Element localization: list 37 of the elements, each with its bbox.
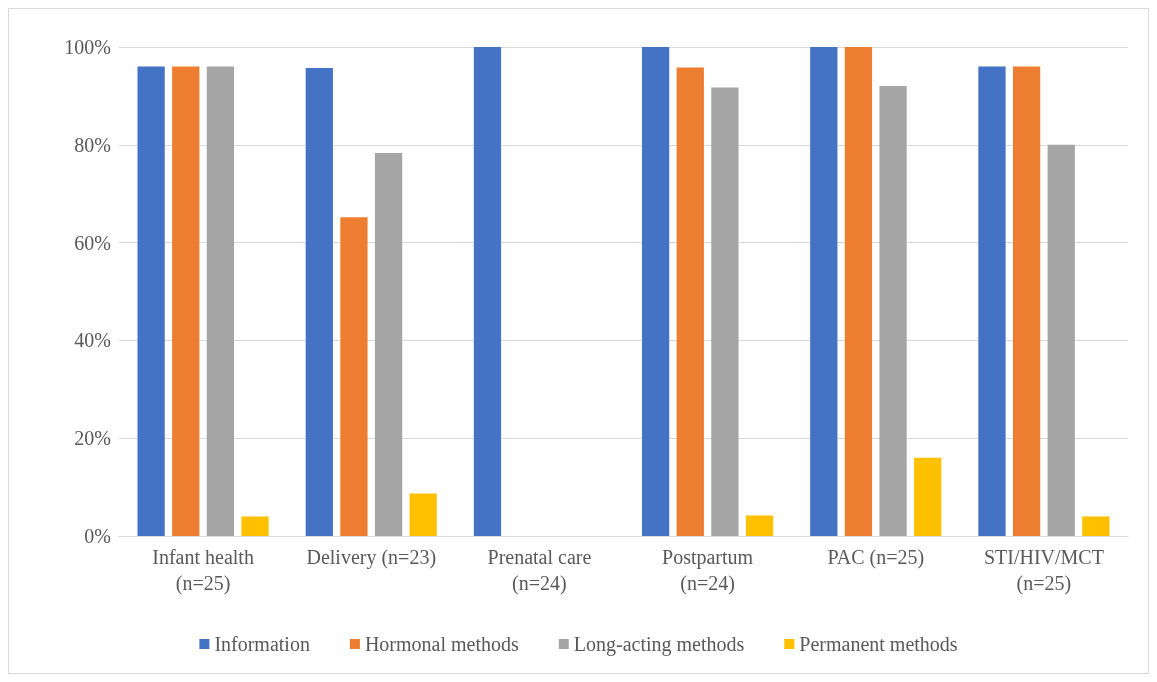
bar	[810, 47, 838, 536]
bar	[241, 516, 269, 536]
y-tick-label: 40%	[74, 329, 111, 352]
bar	[914, 457, 942, 536]
bar	[978, 66, 1006, 536]
y-tick-label: 60%	[74, 231, 111, 254]
bar	[374, 153, 403, 536]
bar	[206, 66, 235, 536]
bar	[879, 86, 907, 536]
x-tick-label: Prenatal care (n=24)	[487, 546, 592, 595]
bar	[711, 87, 739, 536]
bar	[172, 66, 200, 536]
bar	[1047, 144, 1075, 536]
x-tick-label: STI/HIV/MCT (n=25)	[983, 546, 1104, 595]
bar	[676, 67, 704, 536]
y-tick-label: 20%	[74, 427, 111, 450]
legend-label: Information	[214, 633, 310, 655]
bar	[745, 515, 774, 536]
bar	[844, 47, 873, 536]
legend-label: Hormonal methods	[364, 633, 519, 655]
bar	[473, 47, 502, 536]
bar	[1082, 516, 1110, 536]
bar	[1012, 66, 1041, 536]
bar	[642, 47, 670, 536]
legend-label: Long-acting methods	[573, 633, 745, 656]
x-tick-label: Delivery (n=23)	[306, 546, 437, 569]
legend-label: Permanent methods	[799, 633, 958, 655]
x-tick-label: Postpartum (n=24)	[662, 546, 754, 595]
y-tick-label: 80%	[74, 133, 111, 156]
bar	[409, 493, 437, 536]
bar	[137, 66, 165, 536]
bar	[305, 68, 333, 536]
y-tick-label: 100%	[64, 36, 111, 58]
x-tick-label: PAC (n=25)	[827, 546, 925, 569]
x-tick-label: Infant health (n=25)	[152, 546, 254, 595]
y-tick-label: 0%	[84, 525, 111, 547]
bar	[340, 217, 368, 536]
